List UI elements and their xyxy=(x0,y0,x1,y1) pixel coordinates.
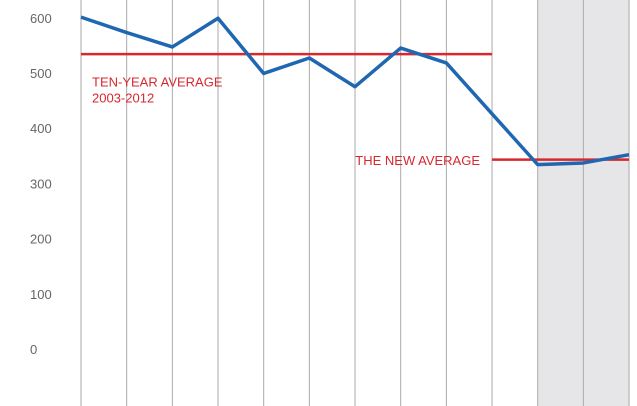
y-tick-label: 0 xyxy=(30,342,37,357)
data-line xyxy=(80,15,630,167)
y-tick-label: 600 xyxy=(30,11,52,26)
annotation: 2003-2012 xyxy=(92,91,154,106)
y-tick-label: 200 xyxy=(30,232,52,247)
y-tick-label: 500 xyxy=(30,66,52,81)
y-tick-label: 400 xyxy=(30,121,52,136)
annotation: THE NEW AVERAGE xyxy=(355,153,480,168)
annotation: TEN-YEAR AVERAGE xyxy=(92,75,223,90)
y-tick-label: 300 xyxy=(30,176,52,191)
y-tick-label: 100 xyxy=(30,287,52,302)
